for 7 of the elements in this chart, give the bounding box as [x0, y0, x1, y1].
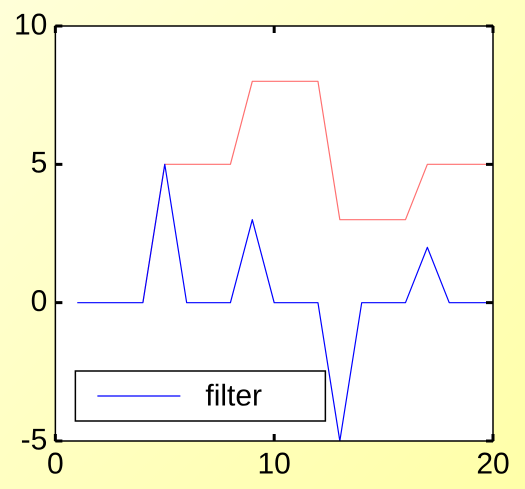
- y-tick-label: -5: [20, 423, 48, 456]
- y-tick-label: 5: [30, 146, 48, 180]
- y-tick-label: 0: [30, 284, 48, 318]
- x-tick-label: 20: [476, 447, 510, 480]
- legend-label: filter: [205, 379, 262, 412]
- y-tick-label: 10: [14, 8, 48, 42]
- x-tick-label: 10: [257, 447, 291, 480]
